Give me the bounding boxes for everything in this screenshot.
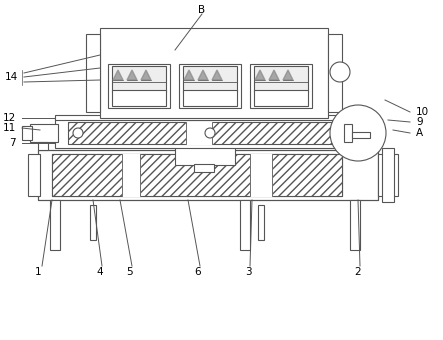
Circle shape xyxy=(330,62,350,82)
Text: 14: 14 xyxy=(5,72,18,82)
Bar xyxy=(212,122,348,144)
Text: 7: 7 xyxy=(9,138,16,148)
Polygon shape xyxy=(184,70,194,80)
Polygon shape xyxy=(255,70,265,80)
Bar xyxy=(52,154,342,196)
Polygon shape xyxy=(113,70,123,80)
Text: 2: 2 xyxy=(355,267,361,277)
Bar xyxy=(250,64,312,108)
Bar xyxy=(328,34,342,112)
Text: 5: 5 xyxy=(127,267,133,277)
Text: 1: 1 xyxy=(35,267,41,277)
Bar xyxy=(38,150,378,200)
Polygon shape xyxy=(212,70,222,80)
Bar xyxy=(183,90,237,106)
Bar xyxy=(38,150,378,200)
Bar xyxy=(52,154,342,196)
Text: 9: 9 xyxy=(416,117,423,127)
Bar xyxy=(378,154,398,196)
Bar xyxy=(382,148,394,202)
Bar xyxy=(122,154,140,196)
Bar xyxy=(258,205,264,240)
Polygon shape xyxy=(127,70,137,80)
Polygon shape xyxy=(283,70,293,80)
Circle shape xyxy=(73,128,83,138)
Bar xyxy=(240,200,250,250)
Polygon shape xyxy=(269,70,279,80)
Bar xyxy=(186,122,212,144)
Bar xyxy=(112,66,166,92)
Bar xyxy=(352,132,370,138)
Bar xyxy=(90,205,96,240)
Circle shape xyxy=(205,128,215,138)
Bar xyxy=(28,154,40,196)
Bar xyxy=(86,34,100,112)
Bar xyxy=(183,66,237,92)
Bar xyxy=(100,28,328,118)
Bar xyxy=(55,115,365,120)
Text: 6: 6 xyxy=(194,267,201,277)
Text: 3: 3 xyxy=(245,267,251,277)
Text: 4: 4 xyxy=(97,267,103,277)
Text: 10: 10 xyxy=(416,107,429,117)
Bar xyxy=(108,64,170,108)
Bar xyxy=(254,66,308,92)
Bar xyxy=(50,200,60,250)
Text: 12: 12 xyxy=(3,113,16,123)
Bar xyxy=(272,154,342,196)
Bar xyxy=(140,154,250,196)
Text: A: A xyxy=(416,128,423,138)
Bar xyxy=(344,124,352,142)
Polygon shape xyxy=(198,70,208,80)
Bar xyxy=(250,154,272,196)
Bar xyxy=(55,118,365,148)
Bar xyxy=(52,154,122,196)
Bar xyxy=(30,124,58,142)
Bar xyxy=(254,90,308,106)
Bar xyxy=(194,164,214,172)
Bar xyxy=(175,147,235,165)
Bar xyxy=(179,64,241,108)
Bar xyxy=(38,142,48,150)
Bar xyxy=(68,122,186,144)
Circle shape xyxy=(330,105,386,161)
Bar xyxy=(350,200,360,250)
Text: 11: 11 xyxy=(3,123,16,133)
Text: B: B xyxy=(198,5,206,15)
Bar xyxy=(112,90,166,106)
Bar xyxy=(22,126,32,140)
Polygon shape xyxy=(141,70,151,80)
Bar xyxy=(68,122,348,144)
